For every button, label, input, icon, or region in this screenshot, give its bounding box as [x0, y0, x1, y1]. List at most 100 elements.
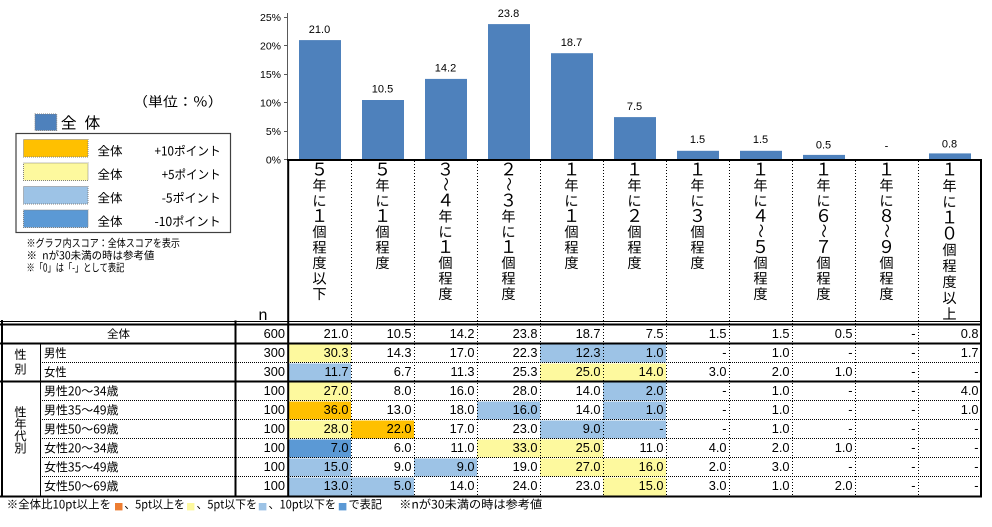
- svg-text:1.7: 1.7: [961, 345, 979, 360]
- svg-text:21.0: 21.0: [324, 326, 349, 341]
- svg-text:100: 100: [264, 459, 285, 474]
- svg-text:6.0: 6.0: [394, 440, 412, 455]
- svg-text:11.0: 11.0: [451, 440, 475, 455]
- svg-text:-: -: [974, 421, 978, 436]
- svg-text:14.0: 14.0: [639, 364, 664, 379]
- svg-text:28.0: 28.0: [324, 421, 349, 436]
- svg-text:1.0: 1.0: [646, 402, 664, 417]
- svg-text:1.5: 1.5: [690, 134, 705, 146]
- svg-text:-: -: [911, 478, 915, 493]
- svg-text:1.5: 1.5: [772, 326, 790, 341]
- svg-text:0.5: 0.5: [835, 326, 853, 341]
- svg-text:1.5: 1.5: [753, 134, 768, 146]
- svg-text:2.0: 2.0: [709, 459, 727, 474]
- svg-text:15.0: 15.0: [324, 459, 349, 474]
- svg-text:14.3: 14.3: [387, 345, 412, 360]
- svg-text:23.8: 23.8: [498, 8, 519, 20]
- svg-text:n: n: [259, 307, 268, 324]
- svg-text:17.0: 17.0: [450, 421, 475, 436]
- svg-text:-: -: [848, 402, 852, 417]
- svg-text:12.3: 12.3: [576, 345, 601, 360]
- svg-text:17.0: 17.0: [450, 345, 475, 360]
- svg-text:100: 100: [264, 383, 285, 398]
- svg-text:16.0: 16.0: [639, 459, 664, 474]
- svg-text:8.0: 8.0: [394, 383, 412, 398]
- svg-text:11.3: 11.3: [451, 364, 475, 379]
- svg-text:0.8: 0.8: [942, 138, 957, 150]
- svg-text:5.0: 5.0: [394, 478, 412, 493]
- svg-text:22.0: 22.0: [387, 421, 412, 436]
- svg-text:30.3: 30.3: [324, 345, 349, 360]
- svg-text:-: -: [911, 440, 915, 455]
- svg-text:23.8: 23.8: [513, 326, 538, 341]
- svg-text:-: -: [722, 345, 726, 360]
- svg-text:-: -: [911, 402, 915, 417]
- svg-text:300: 300: [264, 364, 285, 379]
- svg-text:25%: 25%: [260, 12, 281, 24]
- svg-text:14.2: 14.2: [435, 63, 456, 75]
- svg-text:-: -: [848, 383, 852, 398]
- svg-text:-: -: [911, 345, 915, 360]
- svg-text:27.0: 27.0: [576, 459, 601, 474]
- svg-text:1.0: 1.0: [772, 402, 790, 417]
- svg-text:11.7: 11.7: [325, 364, 349, 379]
- svg-text:1.0: 1.0: [835, 440, 853, 455]
- svg-text:23.0: 23.0: [513, 421, 538, 436]
- svg-text:16.0: 16.0: [450, 383, 475, 398]
- svg-text:18.7: 18.7: [561, 37, 582, 49]
- svg-text:28.0: 28.0: [513, 383, 538, 398]
- svg-text:3.0: 3.0: [709, 478, 727, 493]
- svg-text:6.7: 6.7: [394, 364, 412, 379]
- svg-text:-: -: [974, 364, 978, 379]
- svg-text:100: 100: [264, 421, 285, 436]
- svg-text:1.0: 1.0: [772, 421, 790, 436]
- svg-text:13.0: 13.0: [324, 478, 349, 493]
- svg-text:100: 100: [264, 440, 285, 455]
- svg-text:10.5: 10.5: [387, 326, 412, 341]
- svg-text:100: 100: [264, 402, 285, 417]
- svg-text:3.0: 3.0: [772, 459, 790, 474]
- svg-text:2.0: 2.0: [772, 364, 790, 379]
- svg-text:16.0: 16.0: [513, 402, 538, 417]
- svg-text:1.0: 1.0: [772, 383, 790, 398]
- svg-text:1.0: 1.0: [961, 402, 979, 417]
- svg-text:2.0: 2.0: [772, 440, 790, 455]
- svg-text:7.5: 7.5: [627, 101, 642, 113]
- svg-text:-: -: [722, 383, 726, 398]
- svg-text:-: -: [722, 421, 726, 436]
- svg-text:10.5: 10.5: [372, 84, 393, 96]
- svg-text:300: 300: [264, 345, 285, 360]
- svg-text:-: -: [885, 141, 889, 153]
- svg-text:1.0: 1.0: [646, 345, 664, 360]
- svg-text:4.0: 4.0: [961, 383, 979, 398]
- svg-text:1.0: 1.0: [772, 478, 790, 493]
- svg-text:5%: 5%: [266, 126, 281, 138]
- svg-text:-: -: [848, 459, 852, 474]
- svg-text:22.3: 22.3: [513, 345, 538, 360]
- svg-text:-: -: [911, 326, 915, 341]
- svg-text:2.0: 2.0: [646, 383, 664, 398]
- svg-text:-: -: [848, 421, 852, 436]
- svg-text:-: -: [974, 440, 978, 455]
- svg-text:3.0: 3.0: [709, 364, 727, 379]
- svg-text:21.0: 21.0: [309, 24, 330, 36]
- svg-text:-: -: [848, 345, 852, 360]
- svg-text:14.0: 14.0: [576, 402, 601, 417]
- svg-text:2.0: 2.0: [835, 478, 853, 493]
- svg-text:18.7: 18.7: [576, 326, 601, 341]
- svg-text:25.0: 25.0: [576, 440, 601, 455]
- svg-text:1.5: 1.5: [709, 326, 727, 341]
- svg-text:33.0: 33.0: [513, 440, 538, 455]
- svg-text:100: 100: [264, 478, 285, 493]
- svg-text:1.0: 1.0: [835, 364, 853, 379]
- svg-text:25.3: 25.3: [513, 364, 538, 379]
- svg-text:14.0: 14.0: [576, 383, 601, 398]
- svg-text:7.0: 7.0: [331, 440, 349, 455]
- svg-text:25.0: 25.0: [576, 364, 601, 379]
- svg-text:9.0: 9.0: [394, 459, 412, 474]
- svg-text:0.5: 0.5: [816, 139, 831, 151]
- svg-text:9.0: 9.0: [583, 421, 601, 436]
- svg-text:13.0: 13.0: [387, 402, 412, 417]
- svg-text:1.0: 1.0: [772, 345, 790, 360]
- svg-text:-: -: [911, 364, 915, 379]
